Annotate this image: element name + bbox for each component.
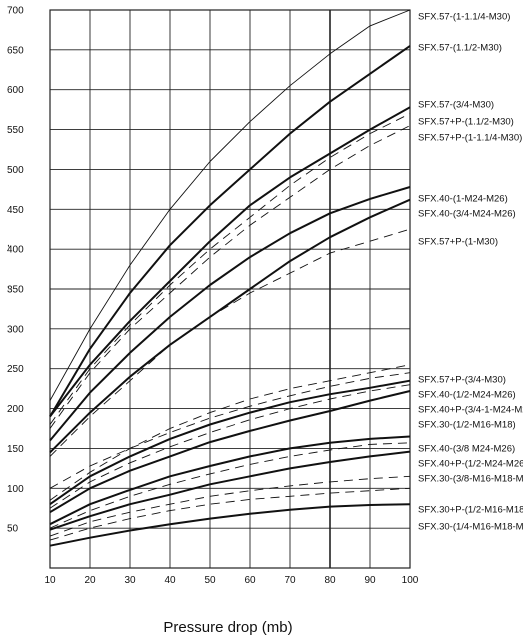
series-label: SFX.40-(3/8 M24-M26) (418, 444, 515, 455)
series-label: SFX.30-(1/2-M16-M18) (418, 420, 516, 431)
series-line-2 (49, 106, 411, 418)
series-label: SFX.30+P-(1/2-M16-M18-M20) (418, 505, 523, 516)
series-line-6 (49, 198, 411, 454)
series-label: SFX.30-(3/8-M16-M18-M20) (418, 474, 523, 485)
series-line-7 (49, 228, 411, 457)
series-line-4 (49, 125, 411, 429)
series-labels: SFX.57-(1-1.1/4-M30) SFX.57-(1.1/2-M30) SF… (418, 12, 523, 533)
series-label: SFX.30-(1/4-M16-M18-M20) (418, 522, 523, 533)
x-tick-label: 60 (244, 575, 256, 586)
y-tick-label: 150 (7, 444, 24, 455)
y-tick-label: 50 (7, 524, 19, 535)
y-tick-label: 350 (7, 285, 24, 296)
y-axis-mark: , (7, 280, 10, 291)
x-tick-label: 30 (124, 575, 136, 586)
series-label: SFX.57-(1.1/2-M30) (418, 43, 502, 54)
x-axis-label: Pressure drop (mb) (163, 619, 292, 636)
series-label: SFX.40-(1/2-M24-M26) (418, 390, 516, 401)
y-tick-label: 700 (7, 6, 24, 17)
series-line-16 (49, 503, 411, 547)
series-label: SFX.57-(1-1.1/4-M30) (418, 12, 510, 23)
series-lines (49, 9, 411, 547)
series-line-15 (49, 487, 411, 541)
series-label: SFX.40+P-(1/2-M24-M26) (418, 459, 523, 470)
series-line-12 (49, 435, 411, 526)
y-tick-label: 600 (7, 85, 24, 96)
series-line-extra-0 (49, 372, 411, 489)
y-tick-label: 500 (7, 165, 24, 176)
y-tick-label: 400 (7, 245, 24, 256)
series-line-1 (49, 45, 411, 418)
series-line-10 (49, 384, 411, 509)
plot-frame (49, 9, 411, 569)
x-tick-label: 10 (44, 575, 56, 586)
x-tick-label: 100 (402, 575, 419, 586)
series-line-11 (49, 390, 411, 514)
series-line-14 (49, 450, 411, 531)
y-tick-label: 100 (7, 484, 24, 495)
series-line-5 (49, 186, 411, 442)
series-label: SFX.40-(3/4-M24-M26) (418, 209, 516, 220)
x-tick-label: 40 (164, 575, 176, 586)
x-tick-label: 90 (364, 575, 376, 586)
series-line-9 (49, 379, 411, 506)
y-tick-label: 650 (7, 45, 24, 56)
y-axis-mark: , (7, 238, 10, 249)
series-line-13 (49, 442, 411, 529)
series-label: SFX.40+P-(3/4-1-M24-M26) (418, 405, 523, 416)
series-label: SFX.57-(3/4-M30) (418, 100, 494, 111)
series-line-extra-1 (49, 475, 411, 537)
x-axis: 10 20 30 40 50 60 70 80 90 100 (44, 575, 418, 586)
y-tick-label: 200 (7, 404, 24, 415)
series-label: SFX.57+P-(3/4-M30) (418, 375, 506, 386)
y-tick-label: 300 (7, 324, 24, 335)
series-label: SFX.57+P-(1-M30) (418, 237, 498, 248)
series-line-0 (49, 9, 411, 401)
y-axis: 50 100 150 200 250 300 350 400 450 500 550 600 650 70… (7, 6, 24, 535)
series-label: SFX.57+P-(1.1/2-M30) (418, 117, 514, 128)
series-label: SFX.40-(1-M24-M26) (418, 194, 508, 205)
y-tick-label: 250 (7, 364, 24, 375)
series-line-3 (49, 113, 411, 425)
x-tick-label: 50 (204, 575, 216, 586)
x-tick-label: 20 (84, 575, 96, 586)
y-tick-label: 450 (7, 205, 24, 216)
x-tick-label: 70 (284, 575, 296, 586)
x-tick-label: 80 (324, 575, 336, 586)
series-label: SFX.57+P-(1-1.1/4-M30) (418, 133, 522, 144)
grid (49, 9, 411, 569)
y-tick-label: 550 (7, 125, 24, 136)
